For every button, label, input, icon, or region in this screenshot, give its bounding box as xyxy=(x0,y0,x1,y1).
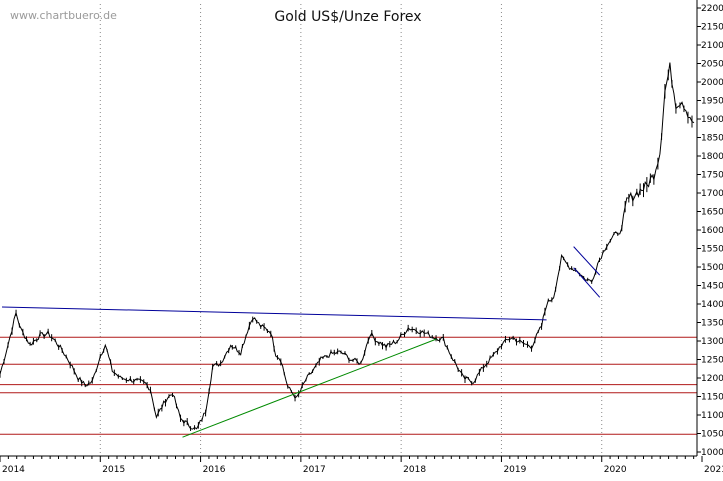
y-tick-label: 1350 xyxy=(701,319,723,329)
x-tick-label: 2014 xyxy=(2,465,25,475)
y-tick-label: 2200 xyxy=(701,4,723,14)
y-tick-label: 1950 xyxy=(701,97,723,107)
y-tick-label: 1400 xyxy=(701,300,723,310)
price-layer xyxy=(0,62,695,431)
y-tick-label: 2000 xyxy=(701,78,723,88)
watermark-text: www.chartbuero.de xyxy=(10,9,117,22)
y-tick-label: 1200 xyxy=(701,374,723,384)
trendline xyxy=(1,306,547,321)
y-tick-label: 1700 xyxy=(701,189,723,199)
y-tick-label: 1300 xyxy=(701,337,723,347)
chart-title: Gold US$/Unze Forex xyxy=(274,9,421,25)
plot-area xyxy=(0,0,697,456)
y-tick-label: 1600 xyxy=(701,226,723,236)
y-tick-label: 1800 xyxy=(701,152,723,162)
y-tick-label: 1650 xyxy=(701,208,723,218)
x-tick-label: 2019 xyxy=(503,465,526,475)
trendlines-layer xyxy=(1,246,601,438)
y-tick-label: 2100 xyxy=(701,41,723,51)
y-tick-label: 1500 xyxy=(701,263,723,273)
x-tick-label: 2016 xyxy=(203,465,226,475)
x-ticks-layer: 2014 2015 2016 2017 2018 2019 2020 2021 xyxy=(0,456,723,475)
trendline xyxy=(182,338,437,438)
y-tick-label: 1050 xyxy=(701,430,723,440)
y-tick-label: 1000 xyxy=(701,448,723,458)
trendline xyxy=(573,246,601,276)
y-tick-label: 2150 xyxy=(701,23,723,33)
y-tick-label: 1150 xyxy=(701,393,723,403)
grid-layer xyxy=(99,4,603,456)
y-tick-label: 1750 xyxy=(701,171,723,181)
y-ticks-layer: 1000 1050 1100 1150 1200 1250 1300 1350 1400 1450… xyxy=(697,4,723,458)
x-tick-label: 2020 xyxy=(604,465,627,475)
y-tick-label: 1550 xyxy=(701,245,723,255)
x-tick-label: 2017 xyxy=(303,465,326,475)
y-tick-label: 1900 xyxy=(701,115,723,125)
x-tick-label: 2015 xyxy=(102,465,125,475)
axis-layer xyxy=(0,0,698,457)
horizontal-lines-layer xyxy=(0,336,697,435)
y-tick-label: 1250 xyxy=(701,356,723,366)
y-tick-label: 2050 xyxy=(701,60,723,70)
y-tick-label: 1450 xyxy=(701,282,723,292)
x-tick-label: 2018 xyxy=(403,465,426,475)
trendline xyxy=(573,267,601,298)
x-tick-label: 2021 xyxy=(704,465,723,475)
y-tick-label: 1100 xyxy=(701,411,723,421)
y-tick-label: 1850 xyxy=(701,134,723,144)
